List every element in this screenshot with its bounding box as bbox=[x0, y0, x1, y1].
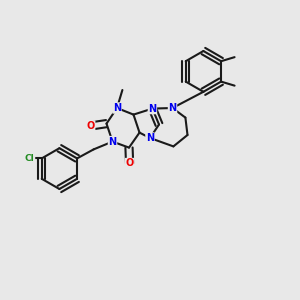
Text: N: N bbox=[108, 136, 117, 147]
Text: N: N bbox=[146, 133, 154, 143]
Text: N: N bbox=[148, 103, 157, 114]
Text: O: O bbox=[86, 121, 95, 131]
Text: Cl: Cl bbox=[25, 154, 34, 163]
Text: O: O bbox=[125, 158, 134, 169]
Text: N: N bbox=[168, 103, 177, 113]
Text: N: N bbox=[113, 103, 121, 113]
